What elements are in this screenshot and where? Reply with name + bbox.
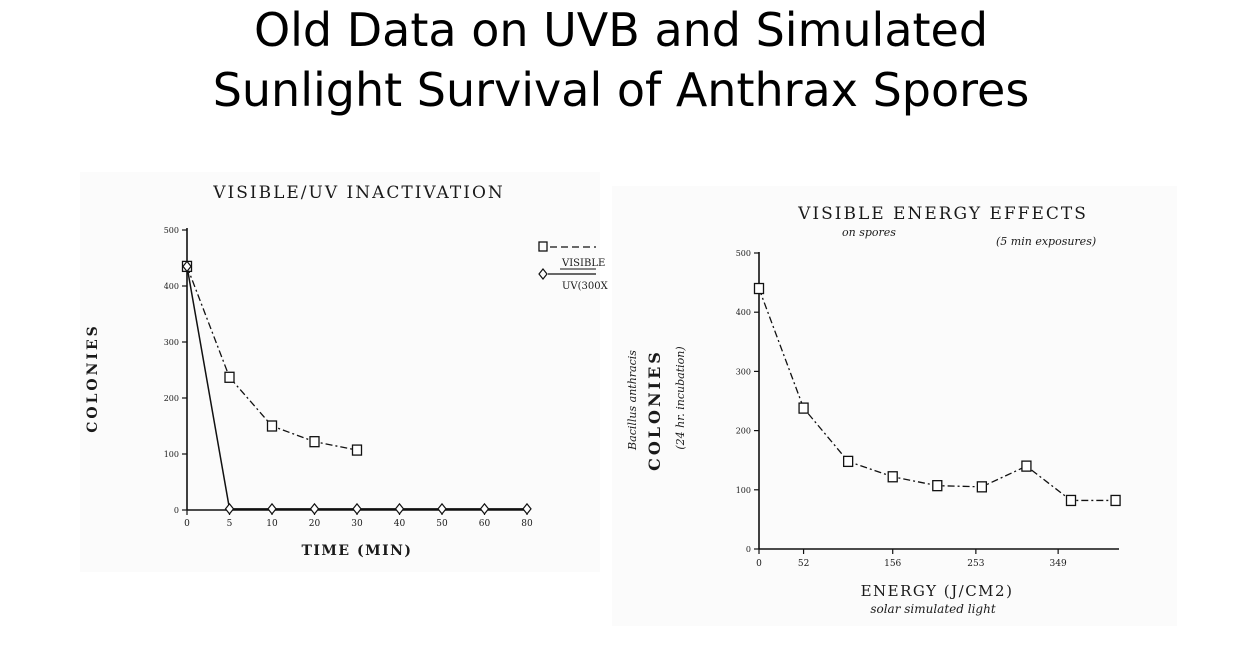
chart-left-x-tick-label: 10	[266, 519, 278, 529]
chart-right-y-tick-label: 0	[746, 545, 751, 554]
scan-background-right	[612, 186, 1177, 626]
legend-uv-label: UV(300X	[562, 281, 609, 292]
chart-right-ylabel-note-2: (24 hr. incubation)	[674, 346, 687, 449]
slide-title: Old Data on UVB and Simulated Sunlight S…	[0, 0, 1242, 120]
chart-right-xlabel-note: solar simulated light	[870, 602, 996, 616]
legend-uv-marker	[538, 268, 548, 280]
chart-left-uv-point	[182, 260, 192, 273]
legend-visible-label: VISIBLE	[561, 258, 605, 269]
chart-left-y-tick-label: 400	[164, 282, 179, 291]
chart-right-point	[976, 481, 988, 493]
chart-right-series-line	[758, 288, 1116, 502]
chart-left-uv-point	[479, 502, 490, 515]
chart-left-visible-point	[309, 436, 320, 448]
chart-right-point	[1021, 460, 1032, 472]
chart-right-y-tick-label: 200	[736, 427, 751, 436]
chart-right-ylabel-note-1: Bacillus anthracis	[626, 350, 639, 451]
chart-left-visible-point	[224, 371, 235, 383]
chart-left-x-tick-label: 60	[479, 519, 491, 529]
chart-right-point	[1065, 494, 1077, 507]
chart-left-visible-point	[351, 444, 363, 456]
chart-right-point	[753, 282, 765, 295]
legend-visible-marker	[538, 241, 548, 252]
chart-right-x-tick-label: 156	[884, 559, 901, 569]
chart-left-x-tick-label: 30	[351, 519, 363, 529]
chart-right-x-tick-label: 52	[798, 559, 809, 569]
chart-right-point	[932, 480, 943, 492]
chart-left-title: VISIBLE/UV INACTIVATION	[212, 183, 505, 203]
chart-right-y-tick-label: 400	[736, 308, 751, 317]
chart-right-point	[887, 471, 898, 483]
chart-right-title: VISIBLE ENERGY EFFECTS	[797, 204, 1088, 224]
chart-left-uv-point	[224, 502, 235, 515]
chart-left-uv-point	[352, 502, 362, 515]
chart-left-legend: VISIBLE UV(300X	[538, 241, 609, 292]
chart-left-uv-point	[267, 502, 277, 515]
chart-left-x-tick-label: 20	[309, 519, 321, 529]
chart-left-y-tick-label: 200	[164, 394, 179, 403]
chart-left-y-tick-label: 100	[164, 450, 179, 459]
chart-left-x-tick-label: 50	[436, 519, 448, 529]
chart-left-uv-point	[437, 502, 447, 515]
chart-left-x-tick-label: 80	[521, 519, 533, 529]
chart-left-x-tick-label: 0	[184, 519, 190, 529]
chart-left-x-tick-label: 40	[394, 519, 406, 529]
chart-right-ylabel: COLONIES	[645, 349, 664, 471]
chart-right-xlabel: ENERGY (J/CM2)	[861, 582, 1014, 600]
chart-right-y-tick-label: 500	[736, 249, 751, 258]
chart-left-y-tick-label: 300	[164, 338, 179, 347]
chart-left-uv-point	[394, 502, 405, 515]
chart-right-title-note: on spores	[842, 226, 896, 239]
chart-right-x-tick-label: 253	[967, 559, 984, 569]
chart-left-y-tick-label: 0	[174, 506, 179, 515]
chart-right-point	[798, 402, 809, 414]
chart-left-y-tick-label: 500	[164, 226, 179, 235]
chart-right-point	[1110, 494, 1121, 507]
chart-left-ylabel: COLONIES	[85, 323, 101, 433]
slide-title-line-2: Sunlight Survival of Anthrax Spores	[212, 63, 1030, 117]
chart-right-y-tick-label: 100	[736, 486, 751, 495]
scan-background-left	[80, 172, 600, 572]
chart-right-exposure-note: (5 min exposures)	[996, 235, 1096, 248]
chart-right-point	[842, 455, 854, 468]
slide-title-line-1: Old Data on UVB and Simulated	[253, 3, 989, 57]
chart-left-uv-point	[309, 502, 320, 515]
chart-left-xlabel: TIME (MIN)	[301, 543, 412, 559]
chart-left-x-tick-label: 5	[227, 519, 233, 529]
chart-right-y-tick-label: 300	[736, 367, 751, 376]
chart-left-uv-point	[522, 502, 532, 515]
chart-left-visible-point	[266, 420, 278, 432]
chart-right-x-tick-label: 349	[1050, 559, 1067, 569]
chart-right-x-tick-label: 0	[756, 559, 762, 569]
